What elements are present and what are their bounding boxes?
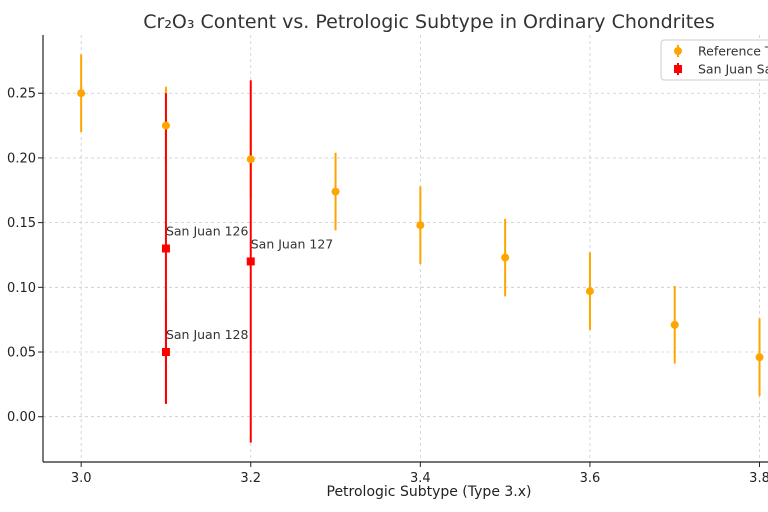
ticks: 3.0 3.2 3.4 3.6 3.8 0.00 0.05 0.10 0.15 0.20 0.25	[7, 87, 768, 486]
point-annotation: San Juan 128	[166, 327, 249, 342]
y-tick-label: 0.00	[7, 410, 36, 425]
data-point	[585, 287, 594, 296]
legend-frame	[660, 39, 768, 81]
x-tick-label: 3.0	[71, 471, 92, 486]
legend-label: San Juan Sa	[698, 62, 768, 77]
data-point	[161, 121, 170, 130]
chart-title: Cr₂O₃ Content vs. Petrologic Subtype in …	[143, 11, 715, 33]
legend-swatch	[674, 65, 682, 73]
data-point	[246, 155, 255, 164]
y-tick-label: 0.20	[7, 151, 36, 166]
data-point	[246, 257, 255, 266]
legend-swatch	[674, 47, 682, 55]
grid	[43, 35, 768, 462]
y-tick-label: 0.10	[7, 281, 36, 296]
data-point	[416, 221, 425, 230]
x-tick-label: 3.6	[580, 471, 601, 486]
x-axis-label: Petrologic Subtype (Type 3.x)	[327, 484, 532, 500]
data-point	[670, 320, 679, 329]
x-tick-label: 3.8	[749, 471, 768, 486]
point-annotation: San Juan 127	[251, 236, 334, 251]
x-tick-label: 3.2	[240, 471, 261, 486]
y-tick-label: 0.15	[7, 216, 36, 231]
point-annotation: San Juan 126	[166, 224, 249, 239]
data-point	[755, 353, 764, 362]
data-point	[77, 89, 86, 98]
axes	[42, 35, 768, 463]
x-tick-label: 3.4	[410, 471, 431, 486]
legend: Reference T San Juan Sa	[660, 39, 768, 81]
data-point	[331, 187, 340, 196]
y-tick-label: 0.05	[7, 346, 36, 361]
data-point	[161, 244, 170, 253]
legend-label: Reference T	[698, 44, 768, 59]
data-point	[161, 348, 170, 357]
markers	[77, 89, 764, 362]
y-tick-label: 0.25	[7, 87, 36, 102]
data-point	[501, 253, 510, 262]
